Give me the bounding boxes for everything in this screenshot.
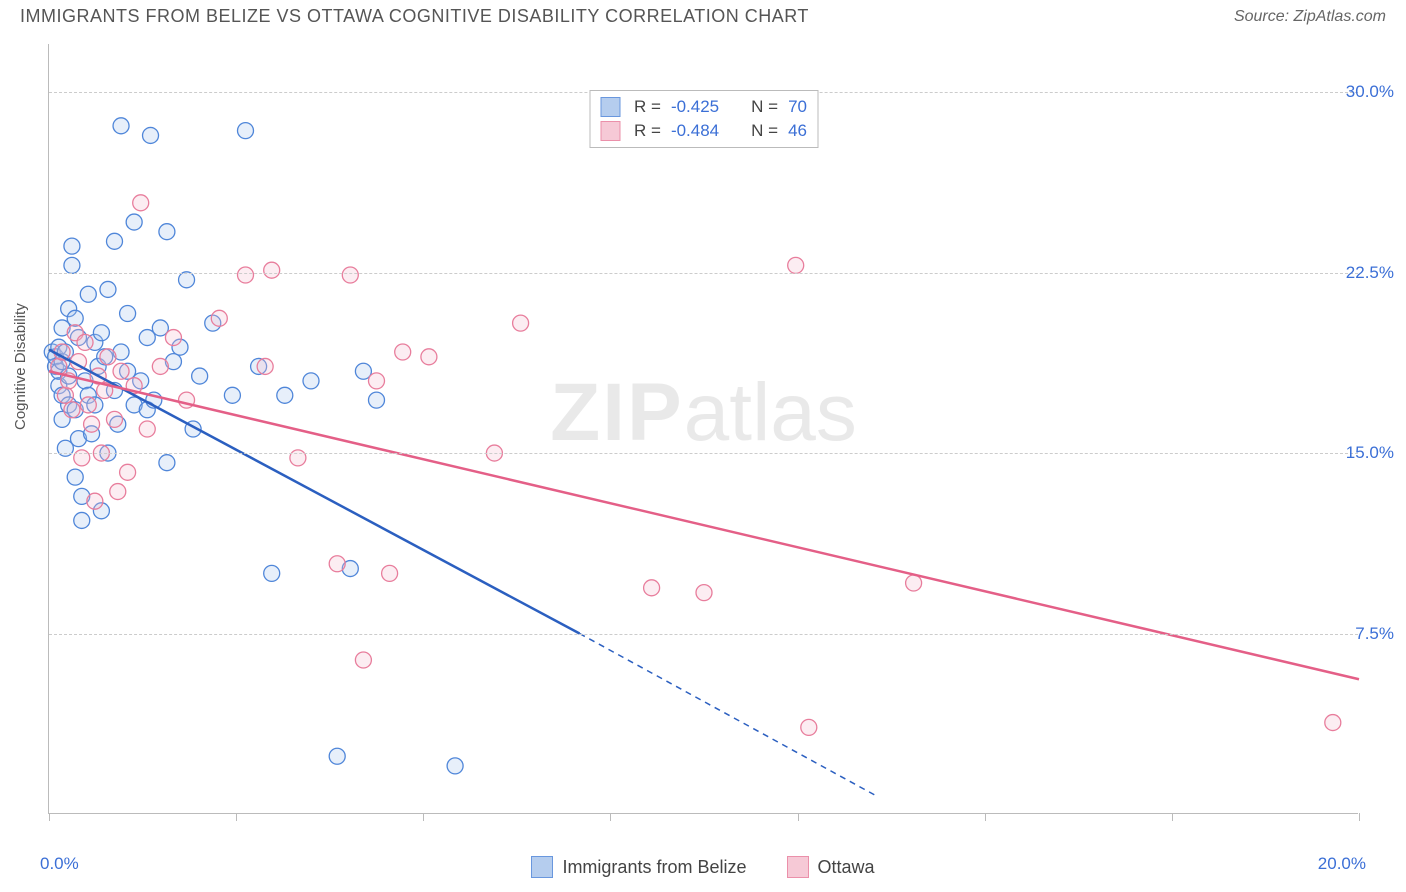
y-tick-label: 22.5% (1346, 263, 1394, 283)
chart-plot-area: ZIPatlas R = -0.425 N = 70 R = -0.484 N … (48, 44, 1358, 814)
swatch-series2 (600, 121, 620, 141)
swatch-bottom-2 (787, 856, 809, 878)
chart-title: IMMIGRANTS FROM BELIZE VS OTTAWA COGNITI… (20, 6, 809, 27)
source-attribution: Source: ZipAtlas.com (1234, 8, 1386, 26)
n-value-series2: 46 (788, 121, 807, 141)
r-value-series2: -0.484 (671, 121, 719, 141)
legend-row-series1: R = -0.425 N = 70 (600, 95, 807, 119)
legend-label-1: Immigrants from Belize (562, 857, 746, 877)
legend-label-2: Ottawa (818, 857, 875, 877)
correlation-legend: R = -0.425 N = 70 R = -0.484 N = 46 (589, 90, 818, 148)
n-value-series1: 70 (788, 97, 807, 117)
y-tick-label: 15.0% (1346, 443, 1394, 463)
series-legend: Immigrants from Belize Ottawa (0, 856, 1406, 878)
scatter-svg (49, 44, 1358, 813)
y-axis-label: Cognitive Disability (12, 303, 29, 430)
swatch-series1 (600, 97, 620, 117)
y-tick-label: 30.0% (1346, 82, 1394, 102)
header: IMMIGRANTS FROM BELIZE VS OTTAWA COGNITI… (0, 0, 1406, 27)
legend-row-series2: R = -0.484 N = 46 (600, 119, 807, 143)
y-tick-label: 7.5% (1355, 624, 1394, 644)
r-value-series1: -0.425 (671, 97, 719, 117)
swatch-bottom-1 (531, 856, 553, 878)
